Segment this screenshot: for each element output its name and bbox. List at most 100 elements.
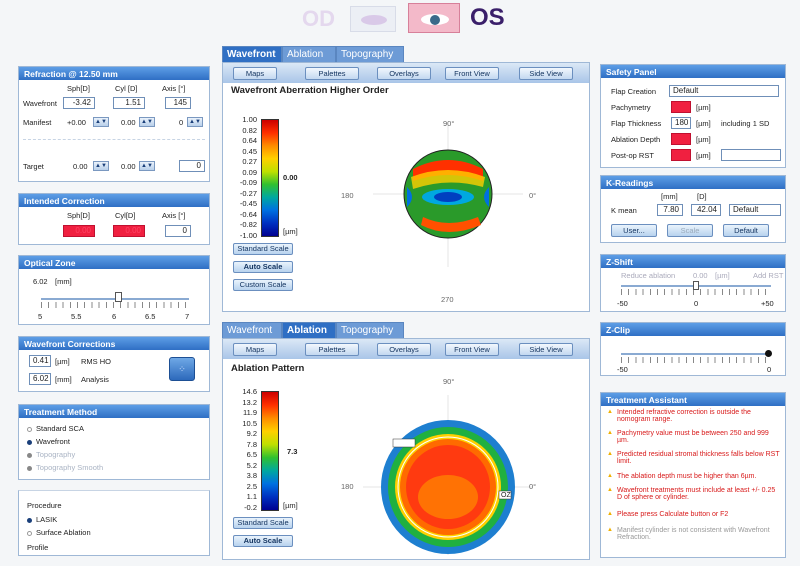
- mf-cyl-value: 0.00: [121, 118, 136, 127]
- user-button[interactable]: User...: [611, 224, 657, 237]
- ab-deg-180: 180: [341, 482, 354, 491]
- oz-marker-label: OZ: [501, 492, 511, 499]
- mf-axis-value: 0: [179, 118, 184, 127]
- palettes-button-2[interactable]: Palettes: [305, 343, 359, 356]
- wf-scale-8: -0.45: [239, 199, 257, 208]
- flap-creation-field[interactable]: Default: [669, 85, 779, 97]
- assistant-msg-1: Pachymetry value must be between 250 and…: [607, 430, 781, 444]
- z-clip-thumb[interactable]: [765, 350, 772, 357]
- k-readings-panel: K-Readings [mm] [D] K mean 7.80 42.04 De…: [600, 175, 786, 243]
- auto-scale-button-2[interactable]: Auto Scale: [233, 535, 293, 547]
- optical-zone-title: Optical Zone: [19, 256, 209, 269]
- toolbar-2: Maps Palettes Overlays Front View Side V…: [223, 339, 589, 359]
- pachymetry-unit: [µm]: [696, 103, 711, 112]
- ab-scale-3: 10.5: [242, 418, 257, 428]
- method-standard-sca[interactable]: Standard SCA: [27, 424, 84, 433]
- flap-thickness-field[interactable]: 180: [671, 117, 691, 129]
- wf-cyl-field[interactable]: 1.51: [113, 97, 145, 109]
- ic-col-axis: Axis [°]: [162, 211, 186, 220]
- wf-scale-6: -0.09: [239, 178, 257, 187]
- auto-scale-button[interactable]: Auto Scale: [233, 261, 293, 273]
- palettes-button[interactable]: Palettes: [305, 67, 359, 80]
- custom-scale-button[interactable]: Custom Scale: [233, 279, 293, 291]
- overlays-button-2[interactable]: Overlays: [377, 343, 431, 356]
- ab-scale-10: 1.1: [246, 492, 257, 501]
- wf-scale-11: -1.00: [239, 230, 257, 240]
- tab-wavefront-2[interactable]: Wavefront: [222, 322, 282, 338]
- ab-scale-5: 7.8: [246, 439, 257, 449]
- side-view-button[interactable]: Side View: [519, 67, 573, 80]
- tg-axis-field[interactable]: 0: [179, 160, 205, 172]
- tab-ablation-2[interactable]: Ablation: [282, 322, 336, 338]
- maps-button[interactable]: Maps: [233, 67, 277, 80]
- scale-button[interactable]: Scale: [667, 224, 713, 237]
- manifest-row-label: Manifest: [23, 118, 52, 127]
- wavefront-colorbar: [261, 119, 279, 237]
- maps-button-2[interactable]: Maps: [233, 343, 277, 356]
- postop-field: [671, 149, 691, 161]
- oz-slider-thumb[interactable]: [114, 292, 122, 302]
- mf-axis-spinner[interactable]: ▲▼: [187, 117, 203, 127]
- mf-sph-spinner[interactable]: ▲▼: [93, 117, 109, 127]
- front-view-button[interactable]: Front View: [445, 67, 499, 80]
- method-wavefront[interactable]: Wavefront: [27, 437, 70, 446]
- kmean-mode-field[interactable]: Default: [729, 204, 781, 216]
- eye-od-label[interactable]: OD: [302, 6, 335, 31]
- flap-thickness-label: Flap Thickness: [611, 119, 662, 128]
- kmean-mm-field[interactable]: 7.80: [657, 204, 683, 216]
- bottom-center-panel: Wavefront Ablation Topography Maps Palet…: [222, 322, 590, 560]
- col-sph: Sph[D]: [67, 84, 90, 93]
- rms-label: RMS HO: [81, 357, 111, 366]
- wf-mid-value: 0.00: [283, 173, 298, 182]
- procedure-surface[interactable]: Surface Ablation: [27, 528, 91, 537]
- eye-od-icon[interactable]: [350, 6, 396, 32]
- reduce-ablation-label: Reduce ablation: [621, 271, 676, 280]
- wf-sph-field[interactable]: -3.42: [63, 97, 95, 109]
- default-button[interactable]: Default: [723, 224, 769, 237]
- procedure-panel: Procedure LASIK Surface Ablation Profile: [18, 490, 210, 556]
- front-view-button-2[interactable]: Front View: [445, 343, 499, 356]
- ab-scale-7: 5.2: [246, 460, 257, 470]
- treatment-method-title: Treatment Method: [19, 405, 209, 418]
- assistant-msg-4: Wavefront treatments must include at lea…: [607, 487, 781, 501]
- z-clip-track[interactable]: [621, 353, 771, 355]
- pachymetry-field[interactable]: [671, 101, 691, 113]
- flap-thickness-unit: [µm]: [696, 119, 711, 128]
- method-topography-smooth[interactable]: Topography Smooth: [27, 463, 103, 472]
- tab-ablation[interactable]: Ablation: [282, 46, 336, 62]
- intended-title: Intended Correction: [19, 194, 209, 207]
- side-view-button-2[interactable]: Side View: [519, 343, 573, 356]
- z-clip-ticks: [621, 357, 771, 363]
- tab-topography[interactable]: Topography: [336, 46, 404, 62]
- k-col-d: [D]: [697, 192, 707, 201]
- tab-topography-2[interactable]: Topography: [336, 322, 404, 338]
- z-shift-value: 0.00: [693, 271, 708, 280]
- ab-mid-value: 7.3: [287, 447, 298, 456]
- wf-axis-field[interactable]: 145: [165, 97, 191, 109]
- overlays-button[interactable]: Overlays: [377, 67, 431, 80]
- eye-os-label[interactable]: OS: [470, 4, 505, 31]
- oz-scale-0: 5: [38, 312, 43, 321]
- add-rst-label: Add RST: [753, 271, 784, 280]
- tg-sph-spinner[interactable]: ▲▼: [93, 161, 109, 171]
- kmean-d-field[interactable]: 42.04: [691, 204, 721, 216]
- eye-os-icon[interactable]: [408, 3, 460, 33]
- procedure-lasik[interactable]: LASIK: [27, 515, 57, 524]
- standard-scale-button-2[interactable]: Standard Scale: [233, 517, 293, 529]
- ab-deg-90: 90°: [443, 377, 455, 386]
- wavefront-zone-icon[interactable]: ⁘: [169, 357, 195, 381]
- wf-scale-4: 0.27: [242, 157, 257, 166]
- method-topography[interactable]: Topography: [27, 450, 75, 459]
- refraction-panel: Refraction @ 12.50 mm Sph[D] Cyl [D] Axi…: [18, 66, 210, 182]
- ablation-depth-unit: [µm]: [696, 135, 711, 144]
- col-axis: Axis [°]: [162, 84, 186, 93]
- mf-cyl-spinner[interactable]: ▲▼: [139, 117, 155, 127]
- tg-cyl-spinner[interactable]: ▲▼: [139, 161, 155, 171]
- wf-scale-9: -0.64: [239, 209, 257, 219]
- z-shift-thumb[interactable]: [693, 281, 699, 290]
- z-clip-title: Z-Clip: [601, 323, 785, 336]
- postop-unit: [µm]: [696, 151, 711, 160]
- tab-wavefront[interactable]: Wavefront: [222, 46, 282, 62]
- standard-scale-button[interactable]: Standard Scale: [233, 243, 293, 255]
- oz-scale-2: 6: [112, 312, 117, 321]
